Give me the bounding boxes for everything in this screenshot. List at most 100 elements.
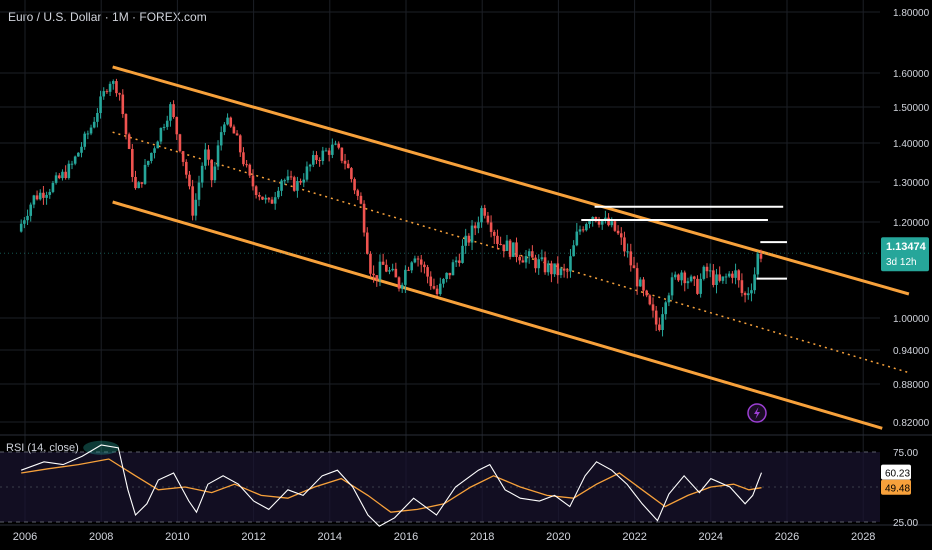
candle-body: [178, 134, 182, 152]
rsi-value-badge-text: 60.23: [885, 469, 910, 480]
candle-body: [162, 126, 166, 128]
candle-body: [527, 251, 531, 257]
candle-body: [280, 180, 283, 191]
candle-body: [204, 149, 207, 166]
rsi-ma-badge: [881, 479, 911, 495]
candle-body: [315, 155, 318, 161]
candle-body: [188, 174, 191, 187]
candle-body: [23, 220, 26, 224]
x-tick-label: 2024: [699, 531, 723, 543]
candle-body: [451, 262, 455, 276]
candle-body: [426, 267, 429, 277]
candle-body: [327, 150, 331, 155]
candle-body: [378, 261, 382, 280]
price-badge: [881, 237, 929, 272]
candle-body: [543, 257, 547, 273]
candle-body: [226, 117, 229, 125]
candle-body: [172, 104, 175, 118]
lightning-bolt: [754, 407, 760, 419]
candle-body: [296, 181, 299, 191]
candle-body: [565, 270, 569, 272]
candle-body: [86, 133, 90, 135]
candle-body: [756, 253, 760, 275]
candle-body: [200, 165, 204, 183]
candle-body: [258, 195, 261, 197]
candle-body: [175, 117, 179, 135]
y-tick-label: 1.40000: [893, 139, 930, 150]
candle-body: [407, 269, 410, 271]
candle-body: [73, 156, 77, 164]
candle-body: [737, 270, 741, 281]
candle-body: [261, 196, 264, 200]
x-tick-label: 2028: [851, 531, 875, 543]
candle-body: [515, 242, 518, 257]
candle-body: [159, 127, 163, 142]
candle-body: [664, 302, 668, 315]
candle-body: [305, 166, 309, 180]
candle-body: [181, 151, 185, 162]
candle-body: [264, 197, 267, 200]
candle-body: [134, 176, 137, 189]
candle-body: [610, 221, 614, 226]
candle-body: [197, 182, 201, 200]
candle-body: [635, 268, 639, 287]
candle-body: [521, 260, 525, 263]
candle-body: [508, 240, 512, 257]
candle-body: [311, 155, 315, 165]
candle-body: [445, 272, 448, 279]
candle-body: [708, 270, 712, 272]
candle-body: [254, 186, 258, 196]
rsi-lower-label: 25.00: [893, 518, 918, 529]
candle-body: [356, 190, 360, 196]
candle-body: [432, 286, 436, 289]
candle-body: [308, 164, 312, 167]
candle-body: [556, 263, 560, 276]
candle-body: [89, 127, 93, 134]
candle-body: [661, 314, 664, 330]
candle-body: [146, 160, 150, 165]
candle-body: [727, 273, 731, 277]
candle-body: [32, 195, 36, 205]
x-tick-label: 2016: [394, 531, 418, 543]
candle-body: [381, 261, 385, 265]
candle-body: [467, 235, 471, 243]
y-tick-label: 0.88000: [893, 380, 930, 391]
candle-body: [105, 91, 109, 93]
candle-body: [626, 251, 629, 253]
candle-body: [67, 163, 71, 178]
rsi-line: [21, 444, 763, 527]
candle-body: [518, 256, 521, 261]
candle-body: [464, 235, 467, 246]
candle-body: [686, 281, 690, 284]
candle-body: [184, 161, 188, 175]
candle-body: [632, 265, 636, 269]
candle-body: [616, 230, 620, 234]
candle-body: [759, 253, 763, 259]
candle-body: [96, 113, 99, 122]
candle-body: [353, 179, 356, 191]
candle-body: [38, 192, 42, 200]
price-badge-value: 1.13474: [886, 241, 927, 253]
candle-body: [283, 180, 287, 182]
candle-body: [569, 256, 572, 272]
x-tick-label: 2008: [89, 531, 113, 543]
candle-body: [553, 263, 556, 275]
candle-body: [111, 81, 115, 84]
candle-body: [216, 145, 220, 167]
candle-body: [83, 133, 86, 147]
candle-body: [677, 274, 680, 281]
candle-body: [438, 283, 442, 295]
candle-body: [505, 240, 509, 251]
candle-body: [324, 150, 328, 152]
candle-body: [302, 179, 306, 183]
y-tick-label: 0.82000: [893, 418, 930, 429]
candle-body: [92, 121, 96, 128]
x-tick-label: 2022: [622, 531, 646, 543]
candle-body: [458, 260, 461, 263]
candle-body: [654, 310, 658, 325]
candle-body: [267, 197, 271, 200]
candle-body: [512, 242, 515, 257]
y-tick-label: 1.00000: [893, 314, 930, 325]
